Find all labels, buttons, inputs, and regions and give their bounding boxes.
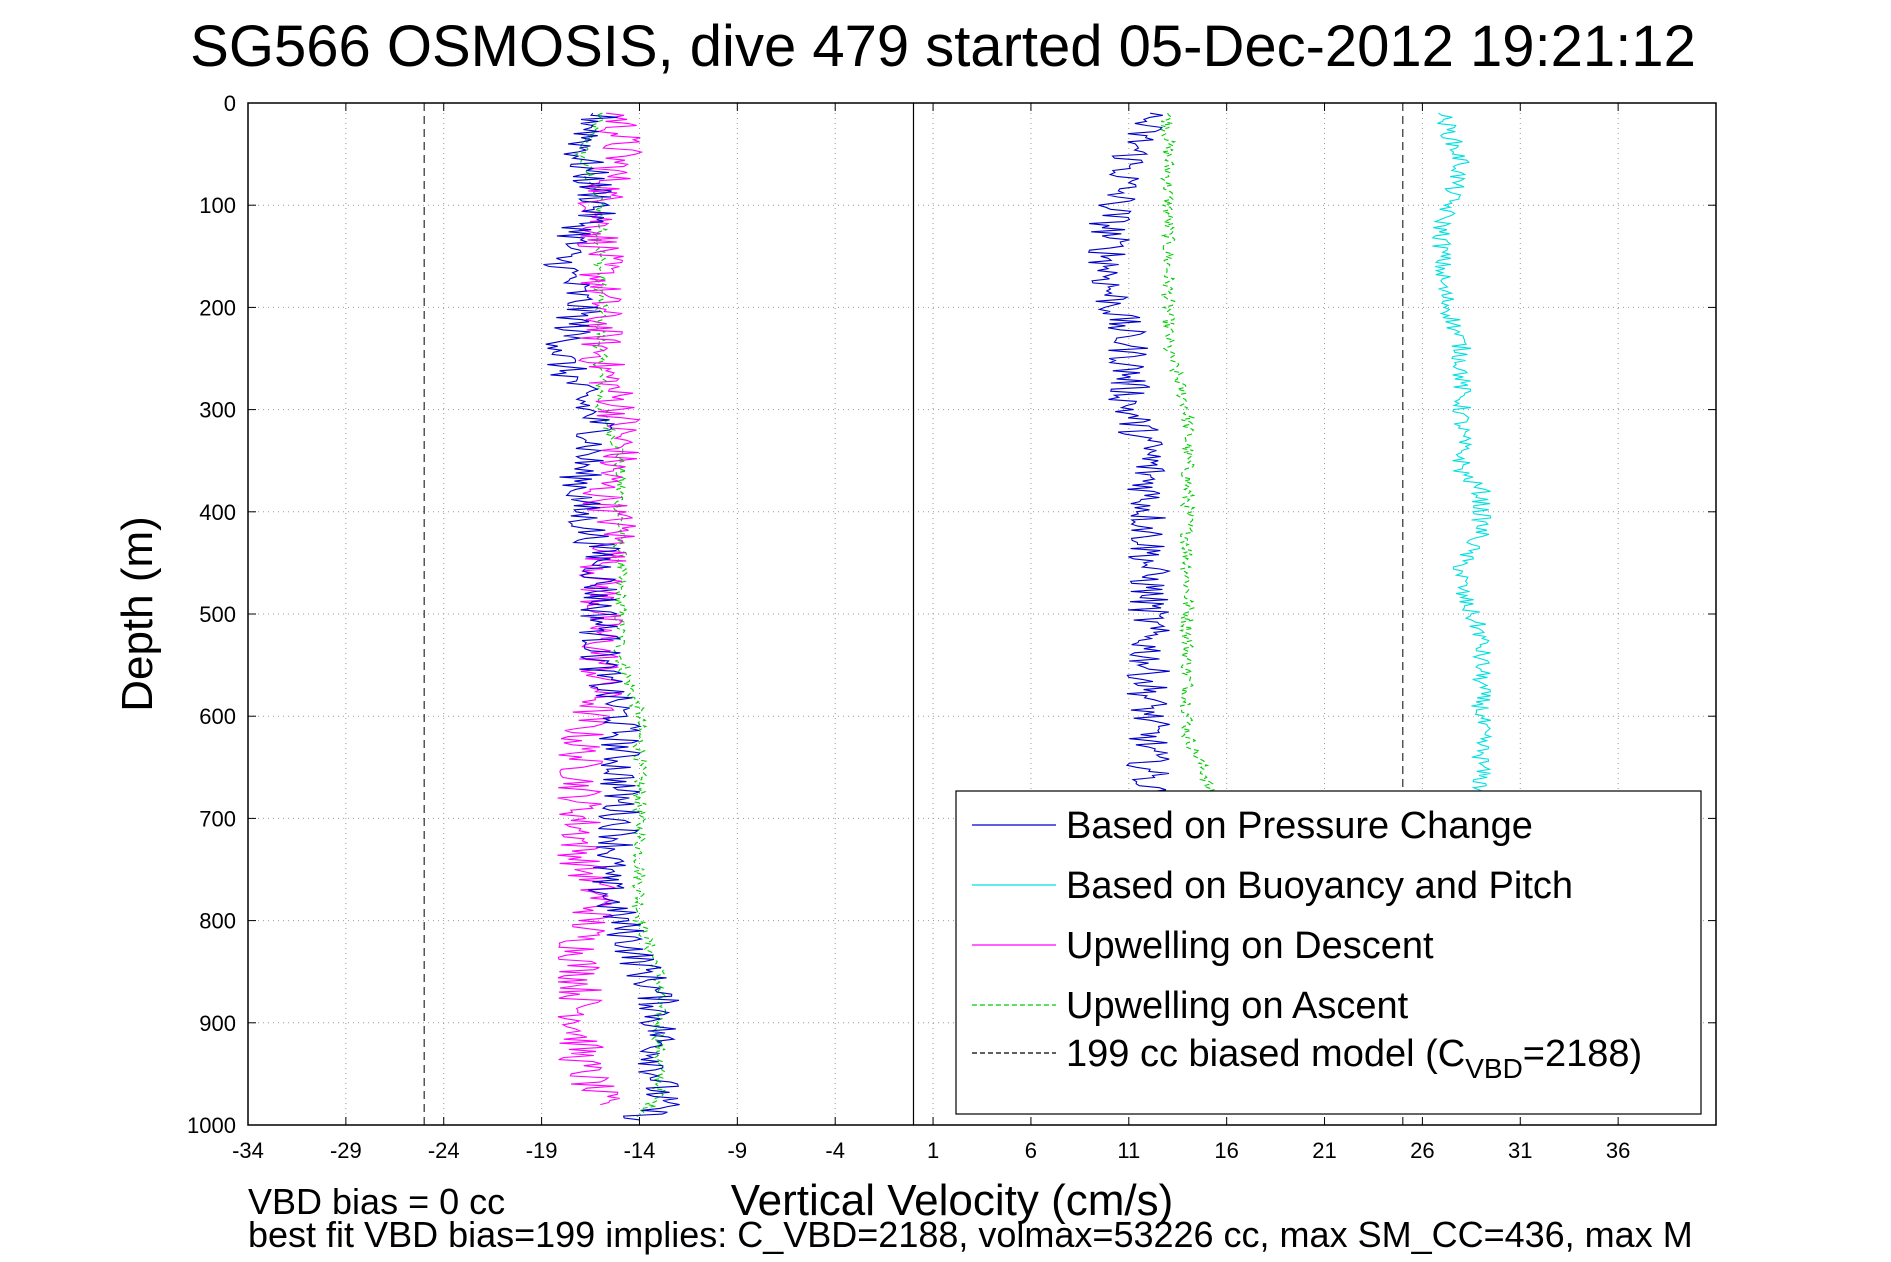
x-tick-label: 36: [1606, 1138, 1630, 1163]
ticks-layer: -34 -29 -24 -19 -14 -9 -4 1 6 11 16 21 26 31 360100200…: [187, 91, 1716, 1163]
x-tick-label: -9: [728, 1138, 748, 1163]
y-tick-label: 900: [199, 1011, 236, 1036]
y-tick-label: 800: [199, 909, 236, 934]
y-tick-label: 200: [199, 295, 236, 320]
x-tick-label: 11: [1117, 1138, 1140, 1163]
x-tick-label: 16: [1214, 1138, 1238, 1163]
plot-frame: [247, 102, 1717, 1126]
x-tick-label: 21: [1312, 1138, 1336, 1163]
legend-subscript: VBD: [1465, 1053, 1523, 1084]
chart-title: SG566 OSMOSIS, dive 479 started 05-Dec-2…: [190, 14, 1696, 79]
footer-bestfit-text: best fit VBD bias=199 implies: C_VBD=218…: [248, 1214, 1693, 1255]
x-tick-label: 31: [1508, 1138, 1532, 1163]
x-tick-label: -29: [330, 1138, 362, 1163]
y-tick-label: 300: [199, 398, 236, 423]
series-line-based-on-pressure-change-ascent: [1087, 112, 1172, 799]
legend-subscript-tail: =2188): [1523, 1033, 1642, 1075]
legend-entry-label: Based on Pressure Change: [1066, 805, 1533, 847]
series-line-based-on-pressure-change-descent: [543, 112, 680, 1121]
series-line-upwelling-on-ascent-ascent: [1159, 112, 1216, 799]
x-tick-label: -19: [526, 1138, 558, 1163]
x-tick-label: 26: [1410, 1138, 1434, 1163]
y-tick-label: 100: [199, 193, 236, 218]
legend-entry-label: Upwelling on Descent: [1066, 925, 1434, 967]
x-tick-label: 6: [1025, 1138, 1037, 1163]
y-tick-label: 500: [199, 602, 236, 627]
x-tick-label: -14: [624, 1138, 656, 1163]
x-tick-label: -34: [232, 1138, 264, 1163]
x-axis-label: Vertical Velocity (cm/s): [731, 1176, 1174, 1225]
legend: Based on Pressure Change Based on Buoyanc…: [955, 790, 1702, 1115]
series-line-based-on-buoyancy-and-pitch-ascent: [1431, 112, 1493, 799]
series-layer: [543, 112, 1493, 1121]
y-axis-label: Depth (m): [113, 516, 162, 712]
y-tick-label: 700: [199, 806, 236, 831]
x-tick-label: -24: [428, 1138, 460, 1163]
x-tick-label: -4: [825, 1138, 845, 1163]
legend-entry-label: Based on Buoyancy and Pitch: [1066, 865, 1573, 907]
legend-box: [955, 790, 1702, 1115]
y-tick-label: 0: [224, 91, 236, 116]
x-tick-label: 1: [927, 1138, 939, 1163]
grid-layer: [247, 102, 1716, 1126]
footer-bias-text: VBD bias = 0 cc: [248, 1181, 505, 1222]
y-tick-label: 400: [199, 500, 236, 525]
y-tick-label: 1000: [187, 1113, 236, 1138]
y-tick-label: 600: [199, 704, 236, 729]
legend-entry-label: Upwelling on Ascent: [1066, 985, 1409, 1027]
